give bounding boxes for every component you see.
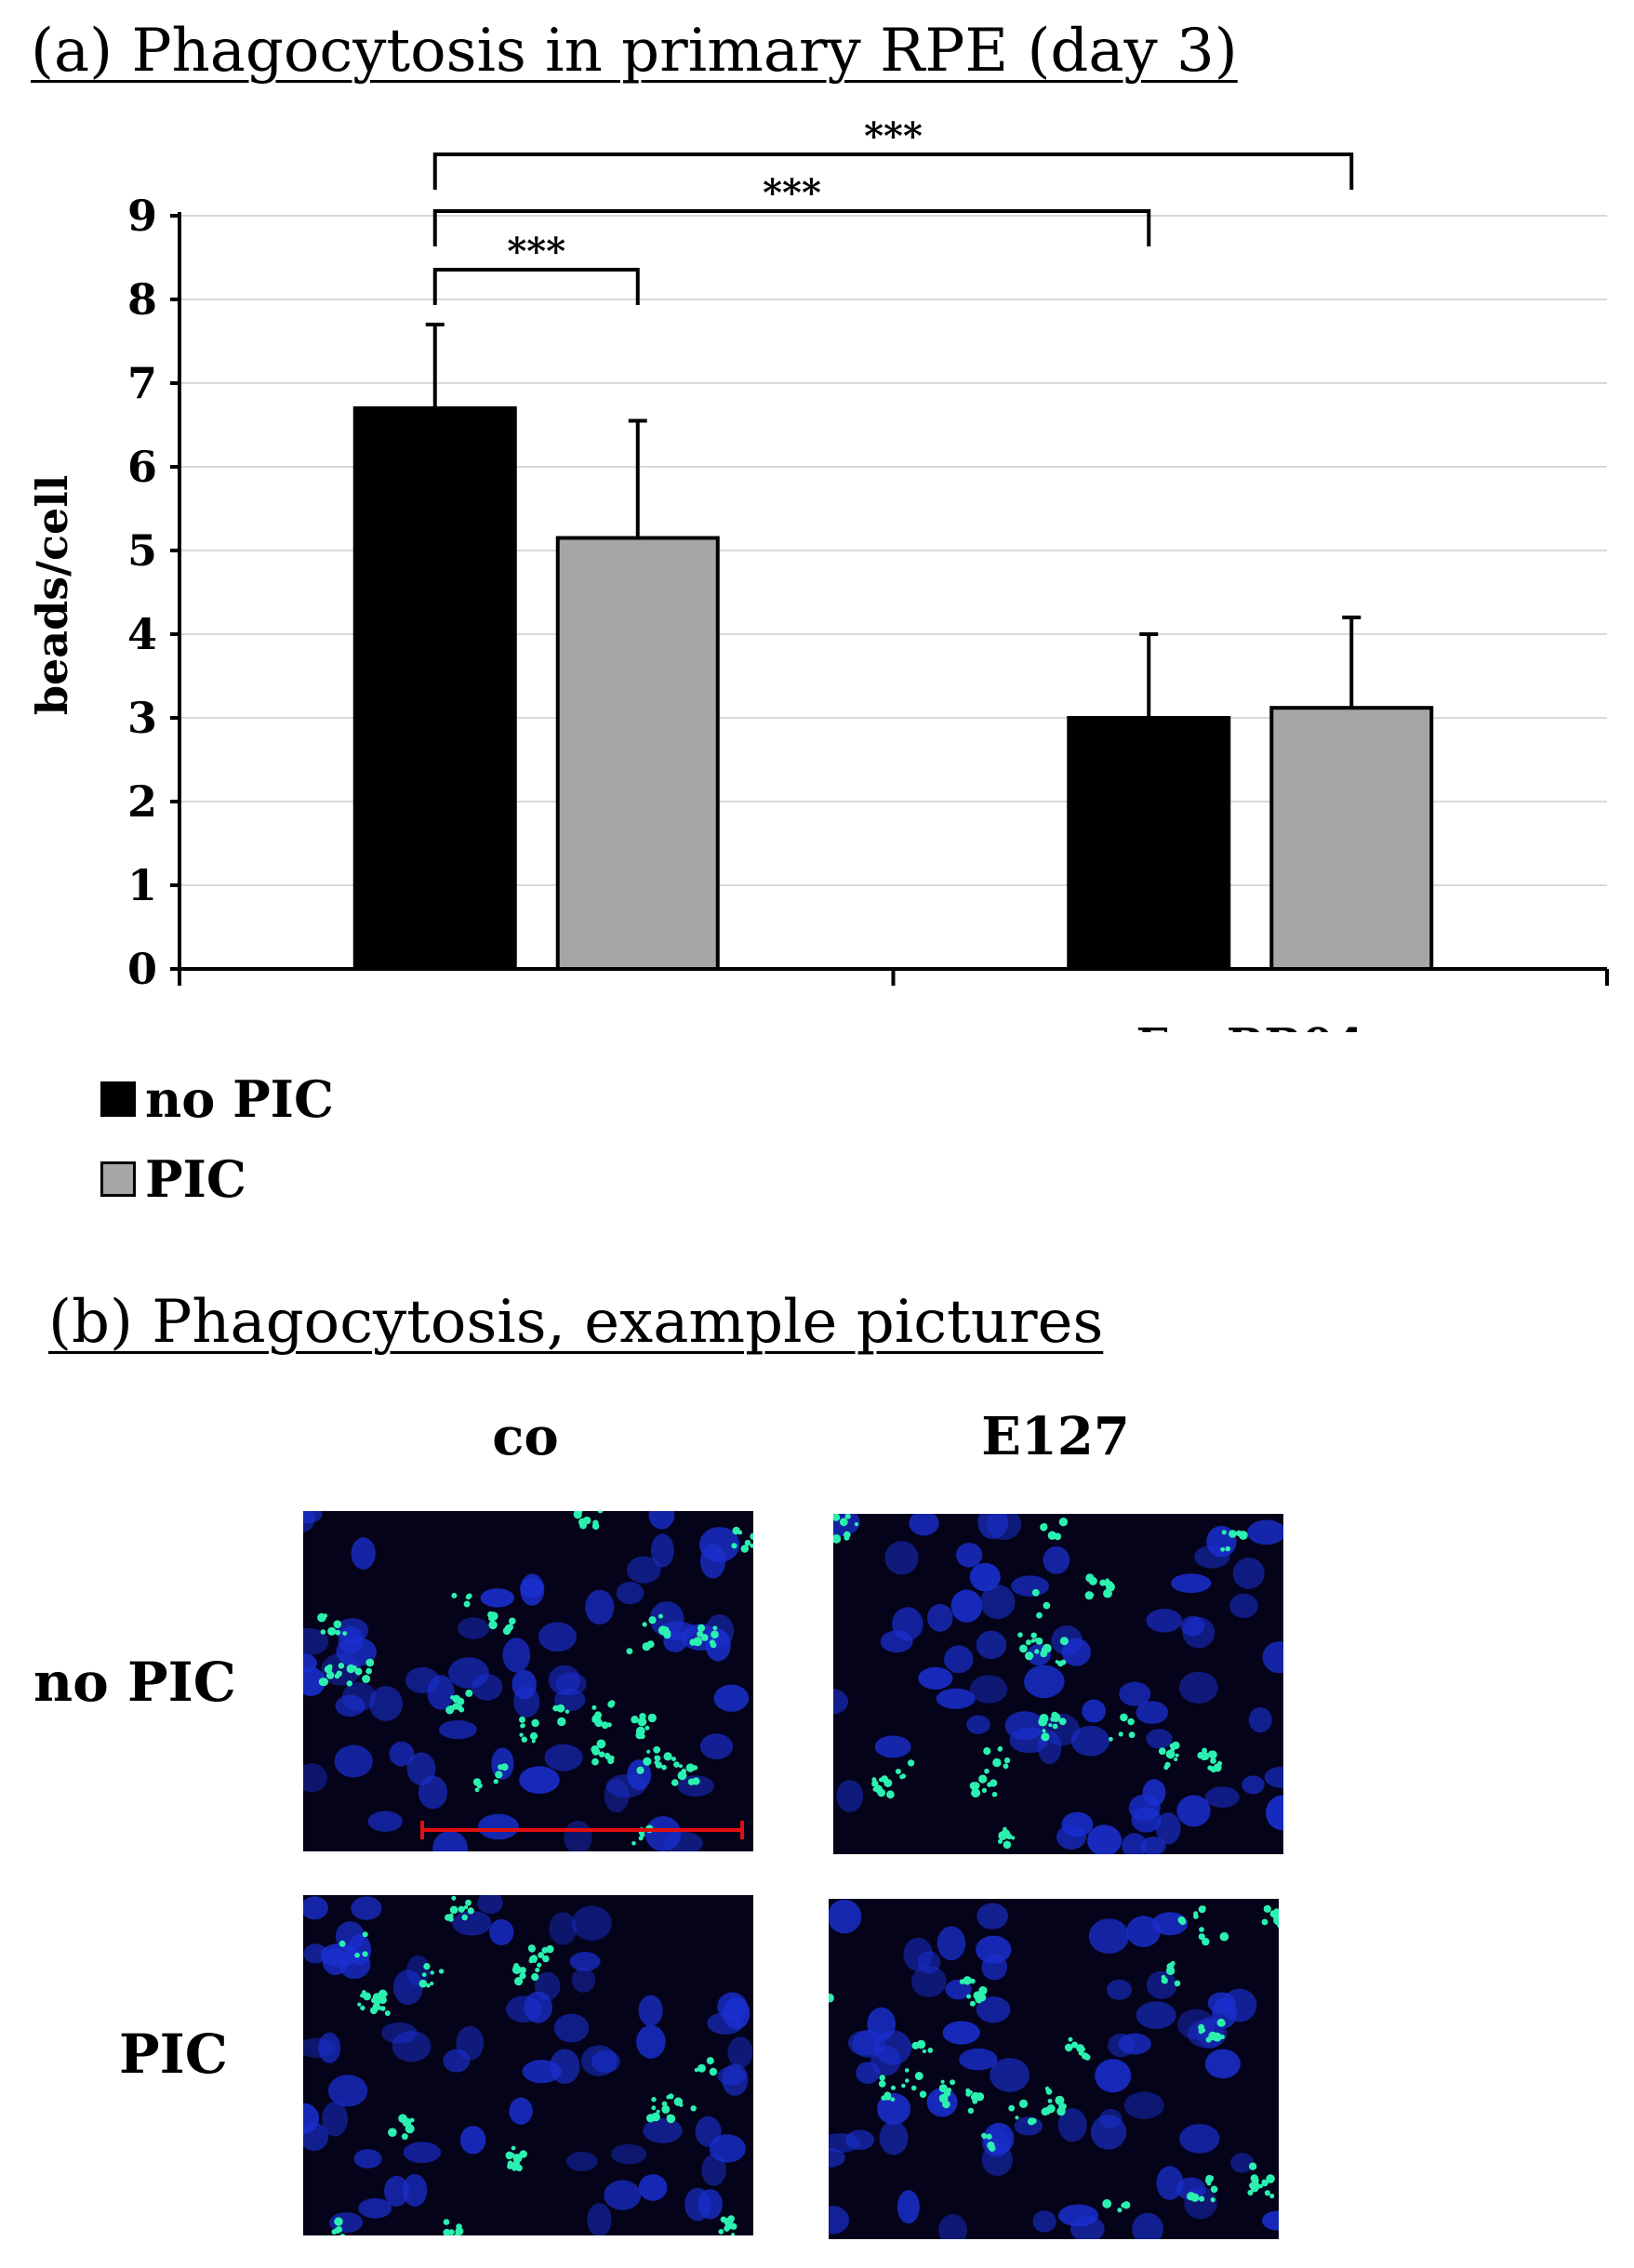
row-label-pic: PIC xyxy=(119,2023,228,2086)
significance-label: *** xyxy=(763,171,821,215)
y-tick-label: 4 xyxy=(127,609,157,659)
bar-co-pic xyxy=(555,536,720,971)
significance-bracket: *** xyxy=(432,114,1354,190)
legend-swatch-pic xyxy=(100,1161,136,1197)
column-label-e127: E127 xyxy=(981,1406,1130,1467)
panel-a-title: (a) Phagocytosis in primary RPE (day 3) xyxy=(31,17,1238,86)
y-tick-label: 9 xyxy=(127,191,157,241)
bar-fucbb04-no-pic xyxy=(1067,716,1231,971)
bar-co-no-pic xyxy=(352,406,517,971)
y-tick-label: 0 xyxy=(127,944,157,994)
row-label-no-pic: no PIC xyxy=(33,1651,236,1714)
y-axis-label: beads/cell xyxy=(27,475,77,715)
y-tick-label: 7 xyxy=(127,358,157,408)
y-tick-label: 6 xyxy=(127,442,157,492)
y-tick-labels: 0 1 2 3 4 5 6 7 8 9 xyxy=(127,191,157,994)
significance-bracket: *** xyxy=(432,230,640,305)
legend-item-no-pic: no PIC xyxy=(100,1069,334,1129)
column-label-co: co xyxy=(492,1406,559,1467)
significance-brackets: *** *** *** xyxy=(432,114,1354,305)
y-tick-label: 8 xyxy=(127,274,157,325)
bracket-line xyxy=(432,209,1151,246)
category-label-co: co xyxy=(508,1019,565,1032)
category-labels: co FucBB04 xyxy=(508,1019,1364,1032)
y-tick-label: 1 xyxy=(127,860,157,910)
bar-chart: 0 1 2 3 4 5 6 7 8 9 co FucBB04 *** *** *** beads/cel… xyxy=(27,114,1609,1032)
micrograph-co-pic xyxy=(303,1895,753,2235)
bars xyxy=(352,406,1434,971)
panel-b-title: (b) Phagocytosis, example pictures xyxy=(48,1288,1104,1357)
y-tick-label: 2 xyxy=(127,776,157,827)
significance-label: *** xyxy=(507,230,565,273)
bracket-line xyxy=(432,268,640,305)
y-tick-label: 3 xyxy=(127,693,157,743)
bracket-line xyxy=(432,153,1354,190)
significance-label: *** xyxy=(864,114,923,158)
micrograph-e127-no-pic xyxy=(833,1514,1283,1854)
legend-label-no-pic: no PIC xyxy=(145,1069,334,1129)
y-tick-label: 5 xyxy=(127,525,157,576)
micrograph-co-no-pic xyxy=(303,1511,753,1851)
bar-fucbb04-pic xyxy=(1269,706,1434,971)
significance-bracket: *** xyxy=(432,171,1151,246)
legend-label-pic: PIC xyxy=(145,1149,246,1209)
axes xyxy=(170,212,1609,986)
category-label-fucbb04: FucBB04 xyxy=(1136,1019,1364,1032)
legend-item-pic: PIC xyxy=(100,1149,334,1209)
legend-swatch-no-pic xyxy=(100,1081,136,1117)
error-bars xyxy=(425,323,1362,718)
micrograph-e127-pic xyxy=(829,1899,1279,2239)
legend: no PIC PIC xyxy=(100,1069,334,1209)
scale-bar xyxy=(420,1821,744,1839)
